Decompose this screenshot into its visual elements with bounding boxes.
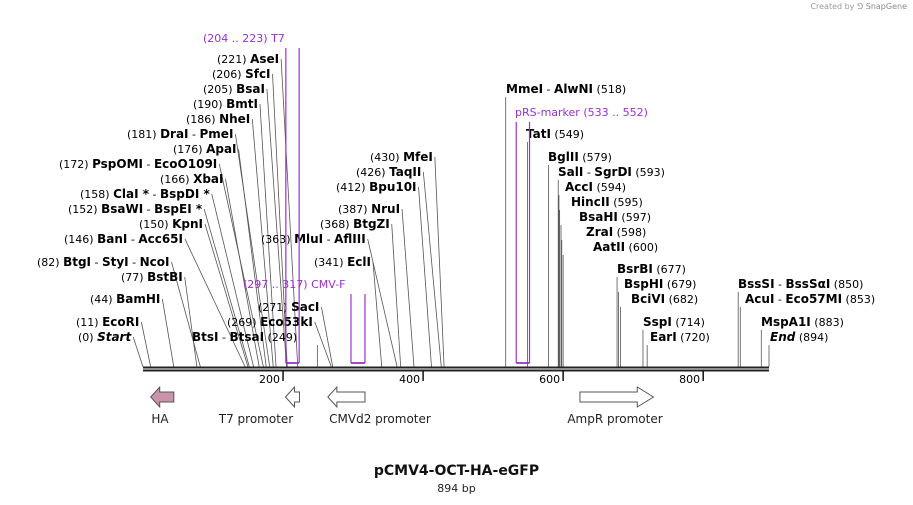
site-line-17 [280,58,299,368]
site-line-6 [204,223,249,368]
site-label-18: BtsI - BtsaI (249) [192,330,297,344]
site-line-21 [372,261,383,368]
site-label-35: ZraI (598) [586,225,646,239]
feature-label-3: AmpR promoter [567,412,662,426]
site-label-6: (150) KpnI [139,217,203,231]
primer-label-1: (297 .. 317) CMV-F [243,278,345,291]
site-line-7 [203,208,250,368]
site-line-13 [251,118,274,368]
primer-annotations: (204 .. 223) T7 (297 .. 317) CMV-F pRS-mar… [203,32,648,364]
watermark-brand: SnapGene [865,2,907,11]
site-label-25: (412) Bpu10I [336,180,417,194]
feature-label-0: HA [151,412,169,426]
site-label-0: (0) Start [78,330,132,344]
site-label-41: EarI (720) [650,330,710,344]
site-label-20: (271) SacI [258,300,319,314]
site-label-7: (152) BsaWI - BspEI * [68,202,203,216]
site-label-27: (430) MfeI [370,150,433,164]
site-label-30: BglII (579) [548,150,612,164]
site-line-24 [401,208,415,368]
site-label-23: (368) BtgZI [320,217,390,231]
site-label-4: (82) BtgI - StyI - NcoI [37,255,170,269]
site-line-14 [259,103,277,368]
ruler-label-2: 600 [539,373,560,386]
snapgene-watermark: Created by ⅁ SnapGene [810,2,907,11]
site-label-39: BciVI (682) [631,292,698,306]
site-label-44: MspA1I (883) [761,315,844,329]
site-label-17: (221) AseI [217,52,279,66]
site-line-4 [171,261,201,368]
watermark-text: Created by [810,2,855,11]
sequence-backbone [143,366,769,372]
site-line-5 [184,238,246,368]
site-label-1: (11) EcoRI [76,315,139,329]
ruler-label-3: 800 [679,373,700,386]
site-label-37: BsrBI (677) [617,262,686,276]
feature-label-1: T7 promoter [218,412,294,426]
site-label-28: MmeI - AlwNI (518) [506,82,626,96]
site-label-8: (158) ClaI * - BspDI * [80,187,210,201]
primer-label-0: (204 .. 223) T7 [203,32,285,45]
site-label-14: (190) BmtI [193,97,258,111]
site-line-3 [184,276,198,368]
site-label-15: (205) BsaI [203,82,265,96]
site-line-9 [225,178,260,368]
site-label-16: (206) SfcI [212,67,271,81]
site-label-45: End (894) [770,330,828,344]
site-line-10 [218,163,264,368]
site-label-11: (176) ApaI [173,142,237,156]
site-label-22: (363) MluI - AflIII [261,232,366,246]
site-line-16 [272,73,288,368]
feature-arrow-1 [284,385,300,409]
site-label-19: (269) Eco53kI [227,315,313,329]
site-line-15 [266,88,287,368]
site-line-2 [161,298,175,368]
site-line-27 [434,156,445,368]
site-label-24: (387) NruI [338,202,400,216]
site-label-42: BssSI - BssSαI (850) [738,277,863,291]
site-label-21: (341) EclI [314,255,371,269]
site-label-9: (166) XbaI [160,172,223,186]
site-label-29: TatI (549) [526,127,584,141]
site-label-34: BsaHI (597) [579,210,651,224]
site-label-43: AcuI - Eco57MI (853) [745,292,875,306]
position-ruler: 200 400 600 800 [259,371,704,386]
site-label-12: (181) DraI - PmeI [127,127,233,141]
primer-label-2: pRS-marker (533 .. 552) [515,106,648,119]
site-label-5: (146) BanI - Acc65I [64,232,183,246]
construct-length: 894 bp [437,482,476,495]
site-label-31: SalI - SgrDI (593) [558,165,665,179]
site-line-26 [422,171,442,368]
feature-arrow-2 [327,385,366,409]
site-line-20 [321,306,334,368]
construct-title: pCMV4-OCT-HA-eGFP [373,463,540,479]
site-line-1 [140,321,152,368]
ruler-label-1: 400 [399,373,420,386]
site-label-13: (186) NheI [186,112,250,126]
feature-arrow-3 [579,386,655,408]
feature-arrows: HA T7 promoter CMVd2 promoter AmpR promoter [150,385,663,426]
site-line-22 [367,238,398,368]
site-connector-lines [132,58,770,368]
site-line-12 [235,133,271,368]
site-label-38: BspHI (679) [624,277,696,291]
site-label-10: (172) PspOMI - EcoO109I [59,157,217,171]
site-label-33: HincII (595) [571,195,643,209]
site-line-25 [418,186,432,368]
site-label-32: AccI (594) [565,180,626,194]
site-line-0 [132,336,144,368]
site-line-19 [314,321,332,368]
site-label-3: (77) BstBI [121,270,183,284]
site-label-40: SspI (714) [643,315,705,329]
feature-arrow-0 [150,385,175,409]
ruler-label-0: 200 [259,373,280,386]
feature-label-2: CMVd2 promoter [329,412,431,426]
site-label-26: (426) TaqII [356,165,421,179]
site-label-2: (44) BamHI [90,292,160,306]
snapgene-logo-icon: ⅁ [857,2,864,11]
site-line-8 [211,193,255,368]
site-label-36: AatII (600) [593,240,658,254]
site-line-23 [391,223,402,368]
